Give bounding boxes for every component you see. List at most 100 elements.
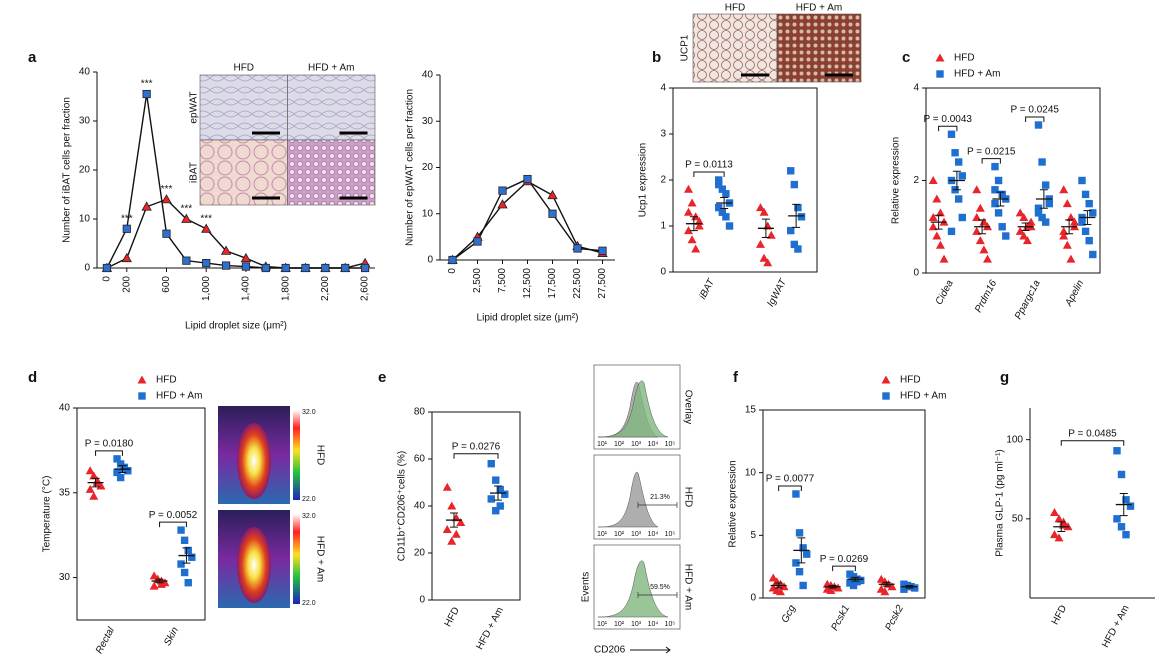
x-tick-label: IgWAT [765, 277, 789, 309]
y-axis-label: Plasma GLP-1 (pg ml⁻¹) [995, 449, 1006, 557]
marker [972, 213, 982, 221]
marker [947, 130, 956, 138]
legend-label: HFD [900, 375, 921, 386]
y-tick-label: 30 [79, 116, 91, 127]
comparison-bracket [95, 450, 123, 456]
sem-bar [761, 218, 770, 238]
marker [951, 149, 959, 157]
y-tick-label: 10 [422, 208, 434, 219]
legend-marker [881, 375, 891, 384]
marker [501, 490, 509, 498]
marker [928, 213, 938, 221]
sem-bar [905, 584, 914, 589]
marker [1078, 176, 1086, 185]
histogram-tick-label: 10³ [631, 531, 642, 538]
x-tick-label: 1,000 [201, 276, 212, 301]
marker [1015, 226, 1025, 235]
marker [1034, 121, 1043, 129]
plot-frame [762, 409, 926, 599]
marker [261, 263, 270, 273]
marker [1054, 514, 1064, 523]
marker [1081, 227, 1090, 236]
legend-label: HFD + Am [954, 69, 1000, 80]
marker [177, 526, 185, 534]
marker [759, 207, 769, 216]
marker [181, 213, 192, 223]
y-axis-label: Number of epWAT cells per fraction [405, 89, 416, 246]
x-tick-label: 2,500 [472, 268, 483, 293]
marker [718, 208, 727, 216]
marker [456, 517, 466, 526]
y-tick-label: 30 [59, 572, 71, 583]
scale-label: 32.0 [302, 409, 316, 416]
gate-label: 59.5% [650, 584, 670, 591]
marker [1066, 254, 1076, 263]
significance: *** [181, 204, 193, 215]
plot-frame [76, 407, 206, 621]
marker [694, 216, 704, 225]
y-tick-label: 5 [750, 530, 756, 541]
marker [799, 581, 807, 590]
y-tick-label: 0 [750, 593, 756, 604]
marker [221, 261, 231, 270]
y-tick-label: 3 [660, 129, 666, 140]
marker [994, 209, 1003, 217]
histogram [597, 380, 669, 438]
histogram-tick-label: 10⁴ [648, 531, 659, 538]
marker [972, 226, 982, 235]
marker [991, 186, 999, 194]
marker [1002, 232, 1010, 240]
y-tick-label: 20 [422, 162, 434, 173]
sem-bar [1083, 210, 1092, 225]
marker [687, 235, 697, 244]
marker [947, 227, 956, 236]
marker [1066, 213, 1076, 221]
marker [1081, 190, 1090, 199]
legend-marker [936, 70, 944, 78]
histogram-tick-label: 10⁵ [665, 621, 676, 628]
marker [142, 89, 151, 99]
histogram-y-label: Events [581, 572, 592, 603]
y-tick-label: 0 [419, 595, 425, 606]
sem-bar [1021, 222, 1030, 231]
marker [180, 536, 189, 544]
sem-bar [1065, 219, 1074, 235]
marker [547, 189, 558, 200]
y-tick-label: 50 [1012, 513, 1024, 524]
p-value: P = 0.0077 [766, 474, 815, 485]
marker [790, 180, 799, 189]
comparison-bracket [938, 125, 958, 132]
marker [722, 190, 730, 198]
marker [763, 258, 773, 267]
gate [637, 502, 678, 508]
marker [768, 573, 778, 582]
marker [683, 184, 693, 193]
sem-bar [118, 465, 127, 473]
y-tick-label: 0 [427, 255, 433, 266]
x-tick-label: 12,500 [522, 268, 533, 299]
y-axis-label: Ucp1 expression [638, 143, 649, 217]
marker [182, 256, 191, 265]
marker [1059, 226, 1069, 235]
marker [687, 198, 697, 207]
marker [301, 263, 310, 273]
marker [880, 587, 890, 596]
marker [1054, 533, 1064, 542]
x-tick-label: Pcsk1 [829, 603, 851, 632]
x-tick-label: 2,600 [360, 276, 371, 301]
marker [548, 209, 557, 218]
y-tick-label: 20 [414, 548, 426, 559]
x-tick-label: 17,500 [547, 268, 558, 299]
comparison-bracket [1025, 116, 1045, 122]
y-tick-label: 10 [79, 214, 91, 225]
marker [180, 568, 189, 577]
marker [1089, 250, 1097, 259]
micrograph [776, 13, 862, 83]
scale-label: 22.0 [302, 600, 316, 607]
x-tick-label: 0 [447, 268, 458, 274]
comparison-bracket [778, 485, 802, 491]
marker [958, 172, 966, 180]
marker [979, 245, 989, 254]
marker [149, 581, 159, 590]
plot-frame [431, 411, 521, 601]
